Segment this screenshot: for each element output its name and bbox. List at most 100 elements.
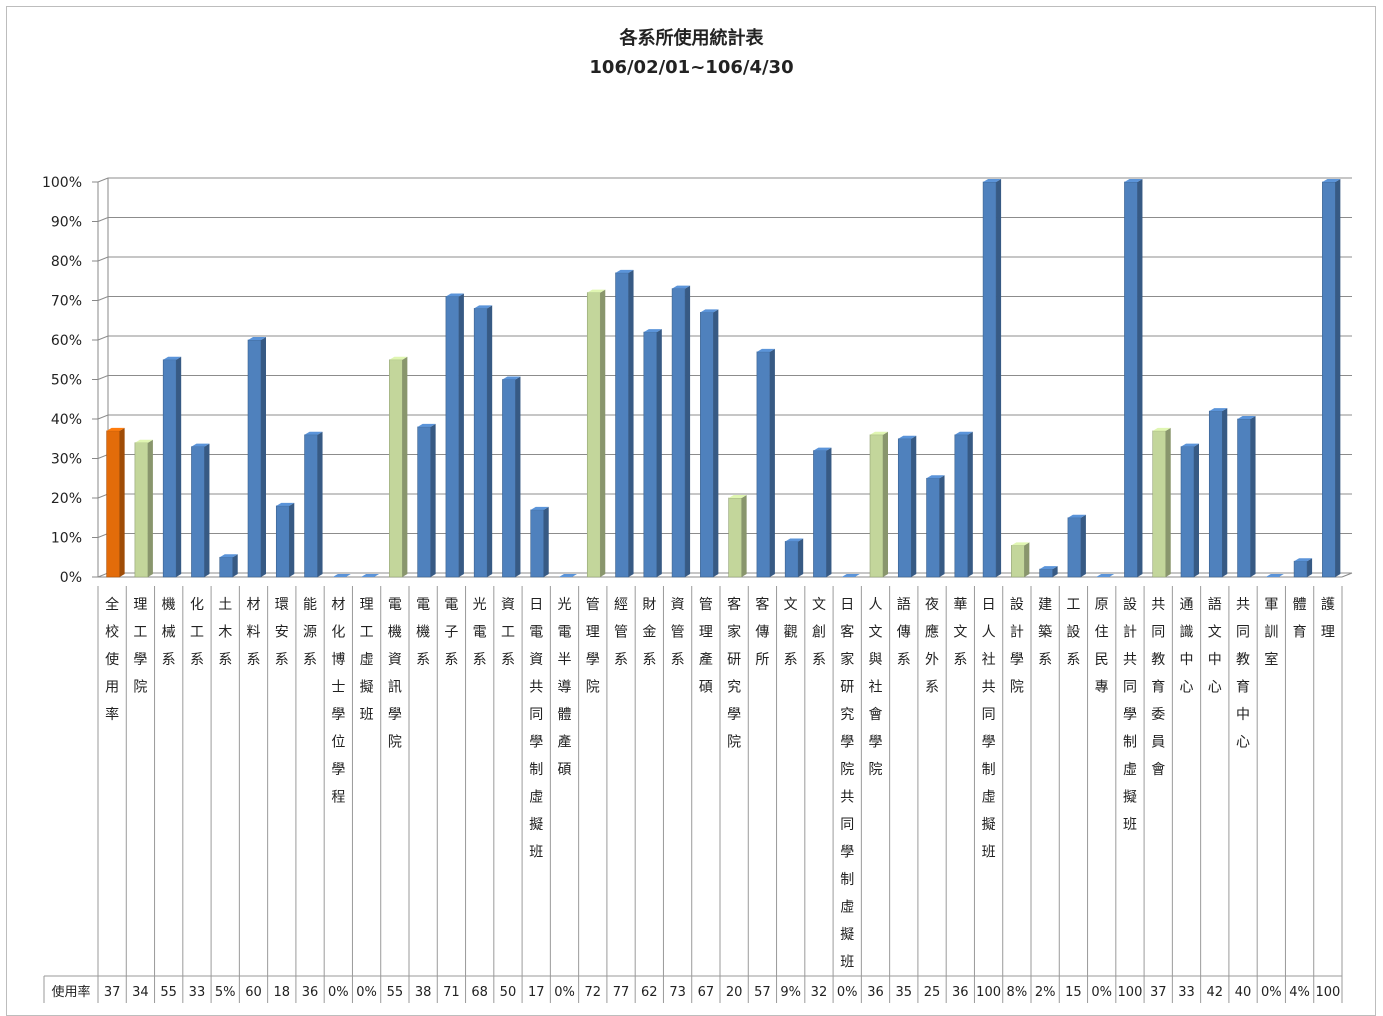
bar (982, 179, 1002, 578)
bar (1293, 558, 1313, 578)
category-label: 環安系 (275, 597, 289, 668)
bar (897, 435, 917, 578)
value-label: 8% (1007, 985, 1028, 1000)
value-label: 34 (132, 985, 149, 1000)
bar (191, 443, 210, 578)
bar (304, 431, 323, 578)
category-label: 能源系 (303, 597, 317, 668)
bar (1067, 514, 1086, 578)
y-tick-label: 70% (51, 294, 82, 310)
value-label: 62 (641, 985, 658, 1000)
category-label: 經管系 (614, 597, 628, 668)
chart-subtitle: 106/02/01~106/4/30 (589, 57, 794, 78)
value-label: 9% (780, 985, 801, 1000)
category-label: 設計共同學制虛擬班 (1123, 597, 1137, 833)
value-label: 50 (500, 985, 517, 1000)
value-label: 36 (952, 985, 969, 1000)
gridline (97, 375, 1352, 380)
category-label: 設計學院 (1010, 597, 1024, 696)
y-tick-label: 50% (51, 373, 82, 389)
category-label: 光電系 (473, 597, 487, 668)
y-tick-label: 80% (51, 254, 82, 270)
category-label: 文觀系 (784, 597, 798, 668)
bar (1152, 427, 1171, 578)
value-label: 71 (443, 985, 460, 1000)
bar (559, 574, 577, 577)
category-label: 建築系 (1038, 597, 1052, 668)
bar (1096, 574, 1115, 577)
gridline (97, 217, 1352, 222)
bar (1011, 542, 1030, 578)
bar (417, 423, 436, 578)
value-label: 55 (160, 985, 177, 1000)
bar (275, 502, 295, 578)
bar (728, 495, 747, 578)
bar (671, 285, 691, 578)
bar (389, 356, 408, 578)
category-label: 理工學院 (133, 597, 147, 696)
bar (1039, 566, 1058, 578)
category-label: 資工系 (501, 597, 515, 668)
value-label: 17 (528, 985, 545, 1000)
value-label: 73 (669, 985, 686, 1000)
bar (502, 376, 521, 578)
value-label: 5% (215, 985, 236, 1000)
category-label: 夜應外系 (925, 597, 939, 696)
value-label: 36 (867, 985, 884, 1000)
value-label: 38 (415, 985, 432, 1000)
bar (700, 309, 719, 578)
value-label: 0% (837, 985, 858, 1000)
bar (1322, 179, 1341, 578)
category-label: 通識中心 (1180, 597, 1194, 696)
y-tick-label: 10% (51, 531, 82, 547)
bar (869, 431, 888, 578)
category-label: 機械系 (162, 597, 176, 668)
bar (954, 431, 973, 578)
row-label: 使用率 (51, 984, 90, 1000)
value-label: 18 (273, 985, 290, 1000)
value-label: 25 (924, 985, 941, 1000)
bars (106, 179, 1341, 578)
value-label: 72 (584, 985, 601, 1000)
gridline (97, 177, 1352, 183)
bar (586, 289, 606, 578)
data-table: 使用率 全校使用率 37 理工學院 34 機械系 55 化工系 33 土木系 5% 材料系 60 環安系 1… (43, 586, 1343, 1003)
value-label: 67 (698, 985, 715, 1000)
category-label: 語文中心 (1208, 597, 1222, 696)
category-label: 人文與社會學院 (869, 597, 883, 778)
category-label: 財金系 (642, 597, 656, 668)
value-label: 35 (895, 985, 912, 1000)
value-label: 100 (1118, 985, 1143, 1000)
value-label: 33 (1178, 985, 1195, 1000)
gridline (97, 414, 1352, 420)
category-label: 語傳系 (897, 597, 911, 668)
category-label: 護理 (1321, 597, 1335, 641)
y-tick-label: 100% (42, 175, 82, 191)
bar (219, 554, 238, 578)
bar (332, 574, 351, 577)
value-label: 42 (1206, 985, 1223, 1000)
value-label: 36 (302, 985, 319, 1000)
category-label: 材料系 (247, 597, 261, 668)
category-label: 客家研究學院 (727, 596, 741, 751)
value-label: 100 (976, 985, 1001, 1000)
category-label: 共同教育委員會 (1151, 597, 1165, 778)
y-tick-label: 40% (51, 412, 82, 428)
value-label: 32 (811, 985, 828, 1000)
category-label: 軍訓室 (1264, 597, 1278, 668)
y-axis: 0% 10% 20% 30% 40% 50% 60% 70% 80% 90% 100% (42, 175, 99, 586)
y-tick-label: 30% (51, 452, 82, 468)
bar (841, 574, 860, 577)
category-label: 日客家研究學院共同學制虛擬班 (840, 597, 854, 971)
chart-title: 各系所使用統計表 (619, 28, 764, 49)
gridline (97, 296, 1352, 301)
floor-right-line (1341, 572, 1353, 578)
bar (1180, 443, 1199, 578)
category-label: 體育 (1293, 597, 1307, 641)
bar (926, 475, 945, 578)
category-label: 理工虛擬班 (360, 597, 374, 723)
value-label: 60 (245, 985, 262, 1000)
value-label: 37 (104, 985, 121, 1000)
value-label: 37 (1150, 985, 1167, 1000)
